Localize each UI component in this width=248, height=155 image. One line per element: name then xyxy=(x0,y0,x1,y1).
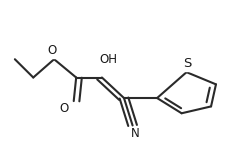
Text: O: O xyxy=(47,44,56,57)
Bar xyxy=(42,47,63,58)
Bar xyxy=(54,105,75,116)
Text: OH: OH xyxy=(99,53,117,66)
Bar xyxy=(98,55,119,66)
Bar xyxy=(125,129,146,140)
Bar xyxy=(178,60,199,71)
Text: S: S xyxy=(184,57,192,70)
Text: N: N xyxy=(131,127,139,140)
Text: O: O xyxy=(59,102,68,115)
